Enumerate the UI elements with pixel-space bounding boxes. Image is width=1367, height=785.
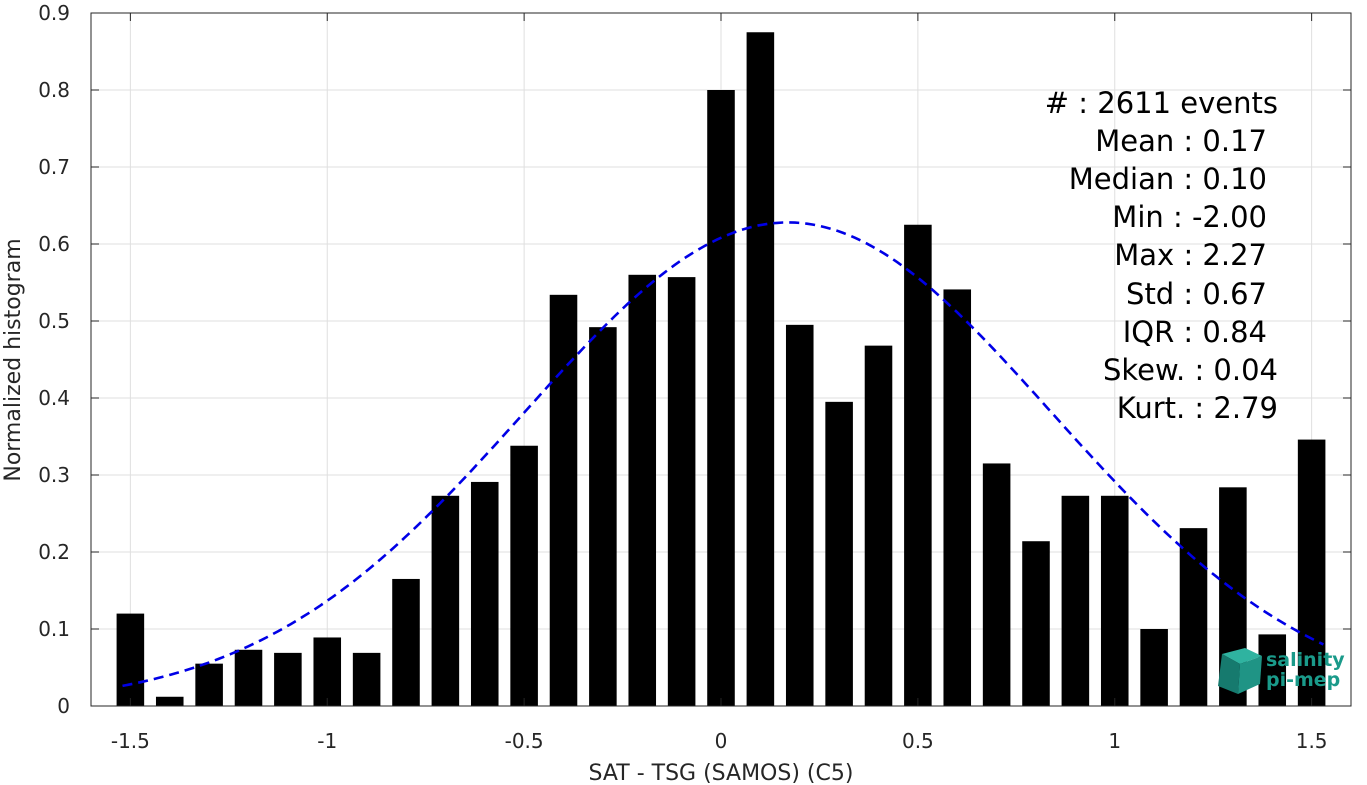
histogram-bar — [116, 613, 145, 706]
x-tick-label: 0 — [715, 729, 728, 753]
logo-text-pi-mep: pi-mep — [1266, 669, 1340, 691]
histogram-bar — [785, 324, 814, 706]
y-axis-ticks: 0 0.1 0.2 0.3 0.4 0.5 0.6 0.7 0.8 0.9 — [38, 1, 1351, 718]
y-tick-label: 0.3 — [38, 463, 70, 487]
histogram-bar — [904, 224, 932, 706]
stats-box: # : 2611 events Mean : 0.17 Median : 0.1… — [1045, 86, 1278, 425]
stat-min: Min : -2.00 — [1112, 200, 1267, 234]
x-axis-ticks: -1.5 -1 -0.5 0 0.5 1 1.5 — [111, 13, 1328, 753]
y-tick-label: 0.1 — [38, 617, 70, 641]
histogram-bar — [431, 495, 460, 706]
histogram-bar — [1100, 495, 1129, 706]
histogram-bar — [470, 481, 499, 706]
histogram-bar — [1061, 495, 1090, 706]
x-tick-label: 0.5 — [902, 729, 934, 753]
histogram-bar — [707, 90, 735, 706]
stat-kurt: Kurt. : 2.79 — [1117, 391, 1278, 425]
histogram-bar — [510, 445, 538, 706]
cube-logo-icon — [1218, 648, 1262, 694]
histogram-bar — [1297, 439, 1326, 706]
stat-std: Std : 0.67 — [1126, 277, 1267, 311]
histogram-bar — [155, 696, 184, 706]
y-tick-label: 0.4 — [38, 386, 70, 410]
y-tick-label: 0.8 — [38, 78, 70, 102]
stat-max: Max : 2.27 — [1114, 238, 1267, 272]
stat-median: Median : 0.10 — [1069, 162, 1267, 196]
y-tick-label: 0.5 — [38, 309, 70, 333]
stat-iqr: IQR : 0.84 — [1123, 315, 1267, 349]
histogram-bar — [313, 637, 342, 706]
x-tick-label: -0.5 — [505, 729, 544, 753]
y-tick-label: 0.6 — [38, 232, 70, 256]
histogram-bar — [864, 345, 893, 706]
stat-skew: Skew. : 0.04 — [1103, 353, 1278, 387]
histogram-bar — [234, 649, 263, 706]
x-tick-label: -1.5 — [111, 729, 150, 753]
histogram-bar — [549, 294, 578, 706]
histogram-bar — [746, 32, 775, 706]
x-tick-label: -1 — [317, 729, 337, 753]
histogram-bar — [1140, 629, 1168, 706]
histogram-bar — [982, 463, 1011, 706]
histogram-bar — [195, 663, 223, 706]
stat-events: # : 2611 events — [1045, 86, 1278, 120]
histogram-bar — [352, 652, 381, 706]
histogram-bar — [274, 652, 302, 706]
histogram-bar — [1179, 528, 1208, 706]
logo-text-salinity: salinity — [1266, 649, 1345, 671]
histogram-bar — [667, 277, 696, 706]
y-tick-label: 0.2 — [38, 540, 70, 564]
y-tick-label: 0.9 — [38, 1, 70, 25]
x-tick-label: 1 — [1108, 729, 1121, 753]
y-axis-label: Normalized histogram — [1, 238, 26, 481]
histogram-bar — [825, 401, 853, 706]
histogram-bar — [392, 578, 420, 706]
x-tick-label: 1.5 — [1296, 729, 1328, 753]
histogram-bar — [943, 289, 972, 706]
histogram-bar — [1258, 634, 1287, 706]
normal-fit-curve — [122, 221, 1324, 688]
y-tick-label: 0.7 — [38, 155, 70, 179]
y-tick-label: 0 — [57, 694, 70, 718]
histogram-bar — [628, 274, 657, 706]
stat-mean: Mean : 0.17 — [1095, 124, 1267, 158]
histogram-bar — [1022, 541, 1050, 706]
histogram-bar — [589, 327, 617, 706]
salinity-pi-mep-logo: salinity pi-mep — [1218, 648, 1345, 694]
x-axis-label: SAT - TSG (SAMOS) (C5) — [589, 761, 854, 785]
